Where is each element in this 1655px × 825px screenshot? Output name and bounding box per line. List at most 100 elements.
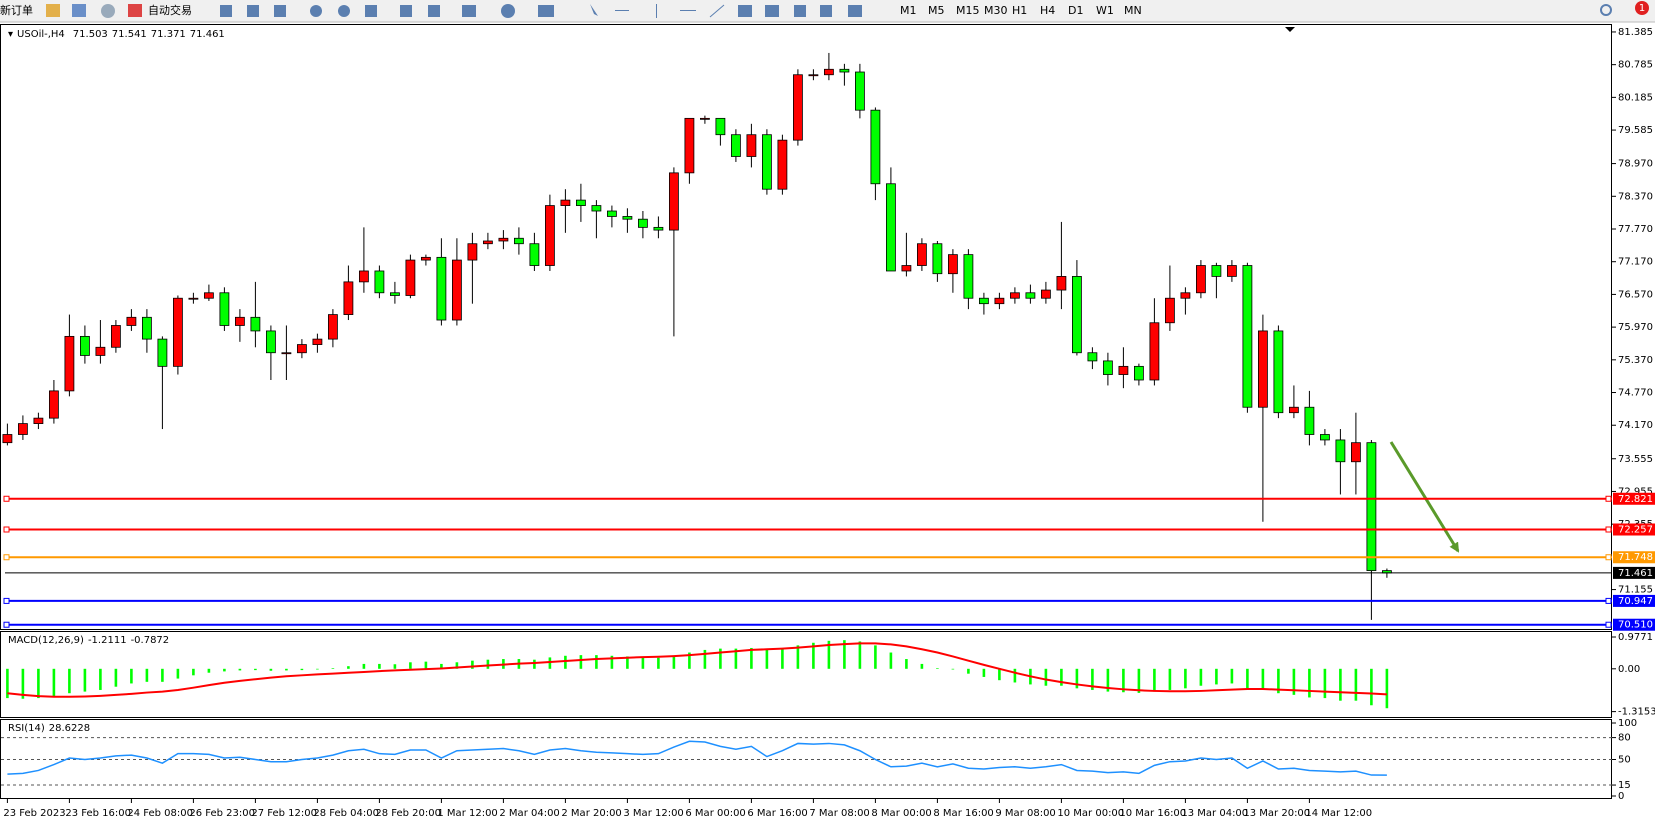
icon[interactable] — [615, 10, 629, 11]
macd-bar — [1385, 668, 1389, 709]
level-label-bg — [1613, 551, 1655, 564]
x-tick-label: 24 Feb 08:00 — [127, 808, 193, 819]
level-label: 71.748 — [1618, 552, 1653, 563]
candle-body — [126, 316, 137, 326]
candle-body — [1196, 265, 1206, 294]
icon[interactable] — [462, 5, 476, 17]
period-button[interactable]: D1 — [1068, 4, 1083, 17]
icon[interactable] — [247, 5, 259, 17]
icon[interactable] — [310, 5, 322, 17]
icon[interactable] — [101, 4, 115, 18]
candle-body — [296, 344, 307, 354]
icon[interactable] — [428, 5, 440, 17]
icon[interactable] — [794, 5, 806, 17]
level-label: 70.510 — [1618, 620, 1653, 631]
period-button[interactable]: MN — [1124, 4, 1142, 17]
search-icon[interactable] — [1600, 4, 1612, 16]
candle-body — [250, 316, 261, 332]
icon[interactable] — [274, 5, 286, 17]
candle-body — [731, 134, 741, 157]
macd-bar — [223, 668, 226, 672]
icon[interactable] — [400, 5, 412, 17]
macd-bar — [626, 656, 629, 669]
candle-body — [870, 109, 881, 185]
macd-bar — [176, 668, 180, 679]
menu-arrow: ▾ — [8, 29, 13, 40]
candle-body — [1165, 297, 1175, 324]
symbol: USOil-,H4 — [17, 29, 65, 40]
macd-value: -1.2111 — [88, 635, 127, 646]
period-button[interactable]: M30 — [984, 4, 1008, 17]
icon[interactable] — [72, 4, 86, 17]
macd-bar — [300, 668, 304, 671]
period-button[interactable]: M1 — [900, 4, 917, 17]
x-tick-label: 28 Feb 20:00 — [375, 808, 441, 819]
candle-body — [234, 316, 245, 326]
candle-body — [1273, 330, 1284, 414]
candle-body — [777, 139, 788, 190]
period-button[interactable]: H4 — [1040, 4, 1055, 17]
icon[interactable] — [128, 4, 142, 17]
candle-body — [715, 117, 726, 136]
macd-bar — [114, 668, 118, 687]
candle-body — [1227, 265, 1237, 277]
candle-body — [1180, 292, 1191, 299]
icon[interactable] — [656, 4, 657, 18]
level-label-bg — [1613, 523, 1655, 536]
x-tick-label: 2 Mar 04:00 — [499, 808, 559, 819]
auto-trading-button[interactable]: 自动交易 — [148, 3, 192, 17]
x-tick-label: 10 Mar 16:00 — [1119, 808, 1186, 819]
candle-body — [576, 199, 586, 206]
x-tick-label: 28 Feb 04:00 — [313, 808, 379, 819]
rsi-line — [7, 740, 1387, 776]
candle-body — [1351, 442, 1361, 463]
macd-bar — [827, 640, 831, 669]
candle-body — [855, 71, 865, 111]
candle-body — [1320, 434, 1330, 441]
y-tick-label: 76.570 — [1618, 289, 1653, 300]
candle-body — [1010, 292, 1020, 299]
macd-bar — [331, 668, 335, 669]
icon[interactable] — [765, 5, 779, 17]
macd-bar — [936, 668, 939, 669]
macd-bar — [1246, 668, 1249, 689]
period-button[interactable]: M15 — [956, 4, 980, 17]
macd-bar — [1137, 668, 1141, 693]
candle-body — [33, 417, 44, 424]
chart-header: ▾ USOil-,H4 71.503 71.541 71.371 71.461 — [8, 29, 225, 40]
icon[interactable] — [338, 5, 350, 17]
icon[interactable] — [365, 5, 377, 17]
macd-bar — [951, 668, 955, 670]
icon[interactable] — [848, 5, 862, 17]
macd-bar — [1370, 668, 1373, 706]
period-button[interactable]: H1 — [1012, 4, 1027, 17]
macd-header: MACD(12,26,9) -1.2111 -0.7872 — [8, 635, 169, 646]
y-tick-label: 77.170 — [1618, 257, 1653, 268]
icon[interactable] — [46, 4, 60, 17]
y-tick-label: 80.185 — [1618, 92, 1653, 103]
candle-body — [1211, 265, 1222, 277]
macd-bar — [564, 655, 567, 669]
level-handle — [3, 597, 10, 604]
macd-bar — [874, 645, 877, 669]
period-button[interactable]: W1 — [1096, 4, 1114, 17]
candle-body — [669, 172, 679, 231]
icon[interactable] — [590, 4, 598, 16]
notification-badge[interactable] — [1635, 1, 1649, 15]
candle-body — [901, 265, 912, 272]
y-tick-label: 74.770 — [1618, 388, 1653, 399]
y-tick-label: 75.370 — [1618, 355, 1653, 366]
icon[interactable] — [680, 10, 696, 11]
candle-body — [1072, 276, 1082, 354]
macd-bar — [641, 657, 645, 669]
period-button[interactable]: M5 — [928, 4, 945, 17]
new-order-button[interactable]: 新订单 — [0, 3, 33, 17]
icon[interactable] — [501, 4, 515, 18]
icon[interactable] — [738, 5, 752, 17]
icon[interactable] — [538, 5, 554, 17]
icon[interactable] — [709, 4, 725, 18]
icon[interactable] — [820, 5, 832, 17]
icon[interactable] — [220, 5, 232, 17]
annotation-arrow — [1389, 441, 1460, 553]
period-buttons: M1 M5 M15 M30 H1 H4 D1 W1 MN — [900, 4, 1142, 17]
